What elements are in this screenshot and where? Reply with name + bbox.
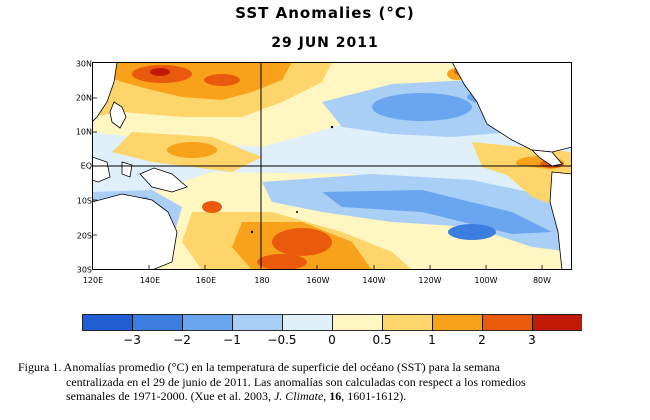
caption-pages: , 1601-1612).: [341, 389, 407, 403]
lat-label-eq: EQ: [80, 161, 92, 171]
caption-journal: J. Climate: [273, 389, 324, 403]
colorbar-swatch: [232, 314, 283, 331]
lat-label-20s: 20S: [76, 231, 92, 241]
colorbar-swatch: [482, 314, 533, 331]
anomaly-spot-warm-2-3: [202, 201, 222, 213]
colorbar: [82, 314, 582, 331]
anomaly-spot-warm-3: [150, 68, 170, 76]
caption-sep: ,: [323, 389, 330, 403]
colorbar-swatch: [382, 314, 433, 331]
colorbar-label: −0.5: [267, 333, 297, 347]
lon-label-80w: 80W: [532, 276, 552, 285]
caption-volume: 16: [329, 389, 342, 403]
anomaly-spot-warm-1-2: [167, 142, 217, 158]
landmass-north-america: [451, 62, 572, 153]
landmass-central-america: [530, 149, 563, 167]
colorbar-label: 0: [328, 333, 336, 347]
map-frame: [92, 62, 572, 270]
colorbar-label: −1: [223, 333, 241, 347]
anomaly-spot-warm-2-3: [257, 254, 307, 270]
anomaly-spot-warm-2-3: [272, 228, 332, 256]
colorbar-swatch: [532, 314, 582, 331]
landmass-new-guinea: [139, 167, 188, 193]
lon-label-160w: 160W: [306, 276, 330, 285]
lon-label-160e: 160E: [195, 276, 217, 285]
landmass-south-america: [549, 171, 572, 270]
colorbar-swatch: [182, 314, 233, 331]
map-ticks: [92, 97, 543, 270]
lon-label-120e: 120E: [82, 276, 104, 285]
colorbar-swatch: [132, 314, 183, 331]
colorbar-swatch: [432, 314, 483, 331]
lat-label-30n: 30N: [75, 59, 92, 69]
caption-line-1: Figura 1. Anomalías promedio (°C) en la …: [18, 360, 500, 374]
caption-line-3-prefix: semanales de 1971-2000. (Xue et al. 2003…: [66, 389, 274, 403]
landmass-asia: [92, 62, 118, 123]
landmass-borneo: [92, 156, 111, 183]
colorbar-swatch: [282, 314, 333, 331]
caption-line-2: centralizada en el 29 de junio de 2011. …: [66, 374, 526, 389]
map-title: SST Anomalies (°C): [235, 4, 415, 22]
lat-label-30s: 30S: [76, 265, 92, 275]
anomaly-spot-cool-1: [372, 93, 472, 121]
anomaly-region-cool: [322, 190, 552, 234]
island: [330, 125, 334, 129]
figure-caption: Figura 1. Anomalías promedio (°C) en la …: [18, 360, 643, 404]
lon-label-120w: 120W: [418, 276, 442, 285]
lat-label-20n: 20N: [75, 93, 92, 103]
anomaly-spot-warm-2-3: [204, 74, 240, 86]
lat-label-10n: 10N: [75, 127, 92, 137]
colorbar-swatch: [332, 314, 383, 331]
landmass-sulawesi: [121, 161, 133, 178]
colorbar-label: −3: [123, 333, 141, 347]
colorbar-label: 3: [528, 333, 536, 347]
lon-label-140w: 140W: [362, 276, 386, 285]
colorbar-label: −2: [173, 333, 191, 347]
colorbar-label: 2: [478, 333, 486, 347]
landmass-philippines: [109, 101, 127, 129]
colorbar-label: 0.5: [372, 333, 392, 347]
lon-label-100w: 100W: [474, 276, 498, 285]
island: [296, 211, 298, 213]
lon-label-180: 180: [254, 276, 270, 285]
caption-line-3: semanales de 1971-2000. (Xue et al. 2003…: [18, 389, 643, 404]
landmass-australia: [92, 193, 178, 270]
colorbar-swatch: [82, 314, 133, 331]
anomaly-spot-cool-2: [448, 224, 496, 240]
map-date: 29 JUN 2011: [271, 35, 379, 51]
colorbar-label: 1: [428, 333, 436, 347]
sst-anomaly-map: [92, 62, 572, 270]
island: [250, 230, 254, 234]
lon-label-140e: 140E: [139, 276, 161, 285]
lat-label-10s: 10S: [76, 196, 92, 206]
